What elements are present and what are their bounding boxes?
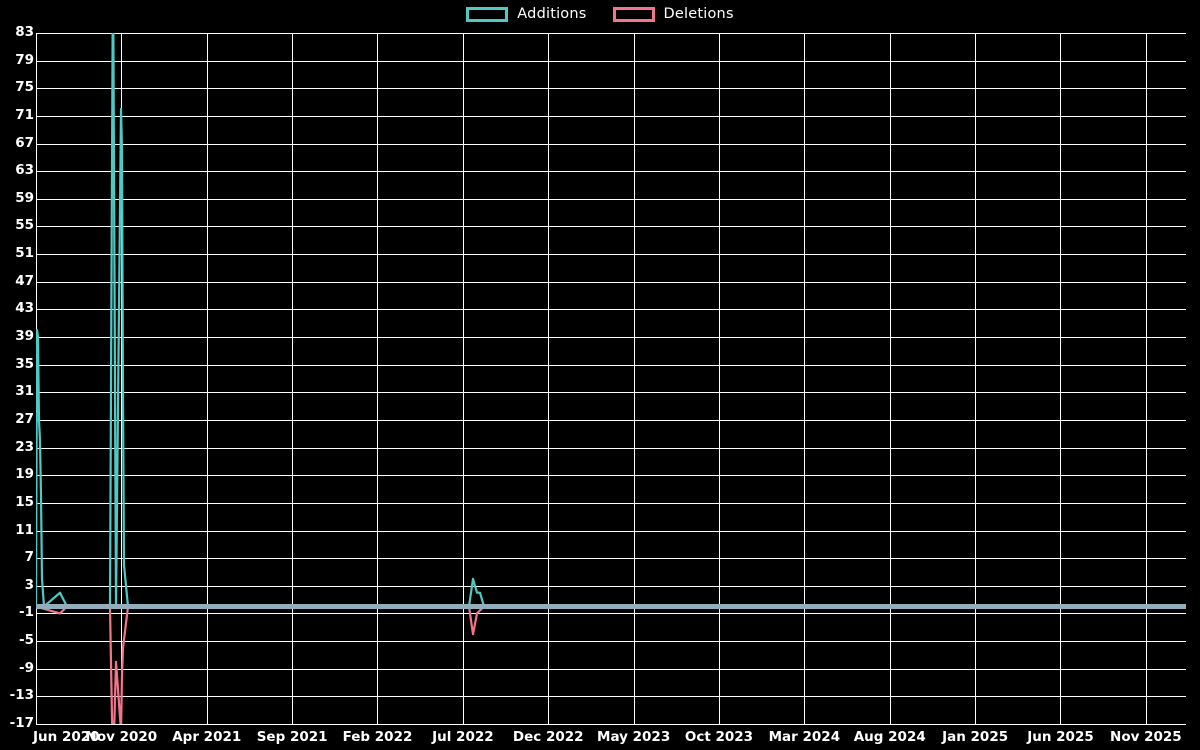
plot-area [36,33,1186,725]
gridline-h [36,143,1186,145]
gridline-v [462,33,464,724]
gridline-h [36,171,1186,173]
y-axis-tick-label: 79 [15,51,34,68]
gridline-h [36,198,1186,200]
legend-swatch-deletions [612,6,655,22]
y-axis-tick-label: 23 [15,438,34,455]
y-axis-tick-label: 55 [15,217,34,234]
y-axis-tick-label: -5 [19,632,34,649]
gridline-v [889,33,891,724]
legend-item-additions[interactable]: Additions [466,5,587,22]
gridline-h [36,447,1186,449]
gridline-h [36,115,1186,117]
gridline-v [975,33,977,724]
x-axis-tick-label: Jun 2020 [33,729,100,745]
gridline-v [36,33,37,724]
gridline-h [36,337,1186,339]
y-axis-tick-label: 27 [15,410,34,427]
y-axis-tick-label: 51 [15,245,34,262]
gridline-h [36,226,1186,228]
gridline-v [718,33,720,724]
x-axis-tick-label: Apr 2021 [172,729,242,745]
gridline-v [804,33,806,724]
x-axis-tick-label: Jun 2025 [1027,729,1094,745]
gridline-h [36,475,1186,477]
gridline-h [36,558,1186,560]
gridline-v [121,33,123,724]
gridline-h [36,585,1186,587]
y-axis-tick-label: 35 [15,355,34,372]
gridline-v [1060,33,1062,724]
gridline-h [36,281,1186,283]
gridline-h [36,696,1186,698]
gridline-v [377,33,379,724]
y-axis-tick-label: -17 [9,715,34,731]
x-axis-tick-label: Feb 2022 [342,729,413,745]
y-axis-tick-label: 67 [15,134,34,151]
plot-background [36,33,1186,724]
gridline-h [36,502,1186,504]
y-axis-tick-label: 83 [15,24,34,40]
y-axis-tick-label: 59 [15,189,34,206]
y-axis-tick-label: -1 [19,604,34,621]
gridline-v [1145,33,1147,724]
x-axis-tick-label: Sep 2021 [256,729,328,745]
y-axis-tick-label: 43 [15,300,34,317]
y-axis-tick-label: 19 [15,466,34,483]
y-axis-tick-label: -13 [9,687,34,704]
x-axis-tick-label: Dec 2022 [512,729,584,745]
gridline-v [292,33,294,724]
x-axis-tick-label: May 2023 [597,729,671,745]
x-axis-tick-label: Jul 2022 [432,729,494,745]
x-axis-tick-label: Jan 2025 [942,729,1009,745]
gridline-h [36,254,1186,256]
x-axis-tick-label: Nov 2020 [85,729,158,745]
y-axis-tick-label: -9 [19,659,34,676]
legend-swatch-additions [466,6,509,22]
gridline-h [36,60,1186,62]
gridline-h [36,641,1186,643]
legend-label-additions: Additions [517,5,587,22]
y-axis-tick-label: 39 [15,328,34,345]
y-axis-tick-label: 31 [15,383,34,400]
gridline-h [36,419,1186,421]
legend-label-deletions: Deletions [663,5,734,22]
gridline-v [548,33,550,724]
gridline-h [36,613,1186,615]
x-axis-tick-label: Nov 2025 [1110,729,1182,745]
x-axis-tick-label: Aug 2024 [853,729,926,745]
gridline-h [36,33,1186,34]
gridline-h [36,724,1186,725]
gridline-v [206,33,208,724]
gridline-h [36,668,1186,670]
y-axis-tick-label: 63 [15,162,34,179]
chart-legend: Additions Deletions [0,0,1200,28]
y-axis-tick-label: 11 [15,521,34,538]
legend-item-deletions[interactable]: Deletions [612,5,734,22]
gridline-h [36,530,1186,532]
y-axis-tick-label: 71 [15,106,34,123]
gridline-h [36,309,1186,311]
y-axis-tick-label: 75 [15,79,34,96]
x-axis-tick-label: Mar 2024 [768,729,841,745]
gridline-h [36,392,1186,394]
gridline-h [36,88,1186,90]
gridline-h [36,364,1186,366]
y-axis-tick-label: 7 [24,549,34,566]
gridline-v [633,33,635,724]
y-axis-tick-label: 15 [15,493,34,510]
x-axis-tick-label: Oct 2023 [684,729,754,745]
y-axis-tick-label: 3 [24,576,34,593]
y-axis-tick-label: 47 [15,272,34,289]
